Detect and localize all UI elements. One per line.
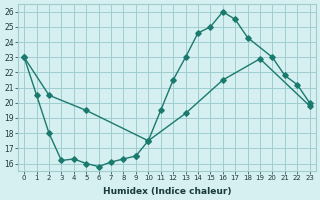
X-axis label: Humidex (Indice chaleur): Humidex (Indice chaleur) xyxy=(103,187,231,196)
